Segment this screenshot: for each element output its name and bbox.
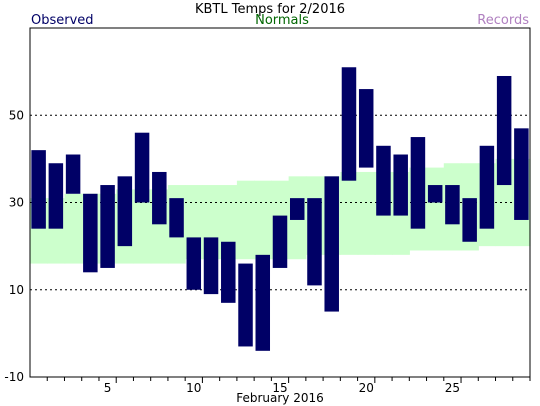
normals-band-day-13: [236, 180, 255, 260]
legend-records: Records: [477, 13, 529, 28]
y-tick-label-30: 30: [9, 196, 24, 210]
observed-bar-day-10: [186, 237, 202, 290]
observed-bar-day-12: [221, 241, 236, 303]
y-tick-label-10: 10: [9, 283, 24, 297]
normals-band-day-7: [133, 189, 152, 264]
x-tick-label-25: 25: [445, 381, 460, 395]
observed-bar-day-7: [134, 132, 150, 203]
observed-bar-day-3: [65, 154, 81, 194]
normals-band-day-3: [64, 193, 83, 264]
observed-bar-day-17: [307, 198, 322, 286]
observed-bar-day-24: [427, 185, 443, 203]
y-tick-labels: -10 10 30 50: [4, 108, 24, 384]
observed-bar-day-14: [255, 254, 271, 351]
x-axis-label: February 2016: [236, 391, 324, 405]
y-tick-label--10: -10: [4, 370, 24, 384]
observed-bar-day-9: [169, 198, 184, 238]
observed-bars-layer: [31, 67, 529, 351]
axes-layer: [29, 27, 531, 383]
x-tick-label-15: 15: [272, 381, 287, 395]
plot-frame: [29, 27, 531, 378]
observed-bar-day-16: [289, 198, 305, 220]
normals-band-day-20: [357, 171, 376, 255]
normals-band-day-24: [426, 167, 445, 251]
observed-bar-day-13: [238, 263, 253, 347]
observed-bar-day-19: [341, 67, 357, 181]
chart-title: KBTL Temps for 2/2016: [195, 2, 345, 17]
x-tick-label-20: 20: [359, 381, 374, 395]
observed-bar-day-15: [272, 215, 288, 268]
observed-bar-day-22: [393, 154, 408, 216]
observed-bar-day-4: [83, 193, 98, 273]
observed-bar-day-20: [358, 89, 374, 168]
observed-bar-day-11: [203, 237, 219, 295]
observed-bar-day-23: [410, 137, 426, 229]
legend-observed: Observed: [31, 13, 94, 28]
x-tick-label-5: 5: [104, 381, 112, 395]
observed-bar-day-26: [462, 198, 477, 242]
observed-bar-day-2: [48, 163, 64, 229]
observed-bar-day-27: [479, 145, 495, 229]
normals-band-day-12: [219, 185, 238, 260]
observed-bar-day-21: [376, 145, 391, 216]
observed-bar-day-29: [514, 128, 529, 220]
legend-normals: Normals: [255, 13, 309, 28]
observed-bar-day-1: [31, 150, 46, 229]
x-tick-label-10: 10: [186, 381, 201, 395]
normals-band-day-19: [340, 171, 359, 255]
observed-bar-day-5: [100, 185, 115, 268]
observed-bar-day-8: [152, 171, 167, 225]
y-tick-label-50: 50: [9, 108, 24, 122]
observed-bar-day-18: [324, 176, 339, 312]
observed-bar-day-28: [496, 75, 512, 186]
x-tick-labels: 5 10 15 20 25: [104, 381, 460, 395]
normals-band-day-14: [254, 180, 272, 260]
observed-bar-day-25: [445, 185, 460, 225]
observed-bar-day-6: [117, 176, 133, 247]
